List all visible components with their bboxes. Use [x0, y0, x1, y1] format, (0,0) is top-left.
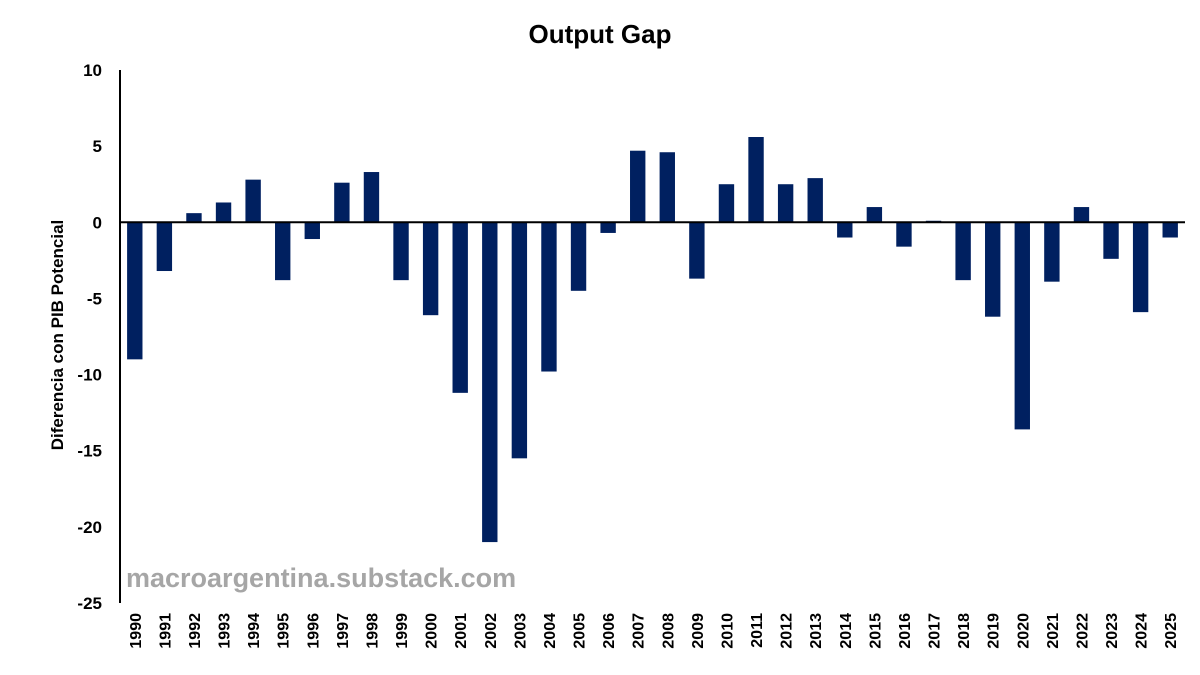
x-tick-label: 2022: [1074, 613, 1091, 649]
y-tick-label: 5: [93, 137, 102, 156]
bar-2006: [600, 222, 616, 233]
x-tick-label: 2005: [572, 613, 589, 649]
bar-2001: [452, 222, 468, 393]
x-tick-label: 2024: [1134, 613, 1151, 649]
x-tick-label: 2023: [1104, 613, 1121, 649]
x-tick-label: 1997: [335, 613, 352, 649]
bar-2022: [1073, 207, 1090, 223]
y-tick-label: -15: [77, 442, 102, 461]
bar-1999: [393, 222, 409, 281]
bar-2010: [718, 184, 735, 223]
x-tick-label: 2011: [749, 613, 766, 648]
bar-2005: [570, 222, 587, 291]
x-tick-label: 2001: [453, 613, 470, 649]
bar-2013: [807, 178, 823, 223]
y-axis-label: Diferencia con PIB Potencial: [48, 220, 67, 451]
bar-2016: [896, 222, 912, 247]
x-tick-label: 2014: [838, 613, 855, 649]
x-tick-label: 1994: [246, 613, 263, 649]
y-tick-label: -5: [87, 289, 102, 308]
bars-group: [127, 137, 1178, 543]
bar-2014: [837, 222, 853, 238]
bar-2004: [541, 222, 557, 372]
x-tick-label: 1998: [364, 613, 381, 649]
x-tick-label: 2006: [601, 613, 618, 649]
y-tick-label: 10: [83, 61, 102, 80]
bar-1991: [156, 222, 173, 272]
x-tick-label: 2018: [956, 613, 973, 649]
x-tick-label: 2000: [424, 613, 441, 649]
x-tick-label: 2016: [897, 613, 914, 649]
x-tick-label: 2025: [1163, 613, 1180, 649]
bar-1993: [215, 202, 232, 223]
bar-2008: [659, 152, 675, 223]
watermark: macroargentina.substack.com: [126, 563, 516, 593]
bar-2015: [866, 207, 883, 223]
bar-1990: [127, 222, 143, 360]
bar-1995: [275, 222, 291, 281]
bar-2003: [511, 222, 528, 459]
bar-1994: [245, 179, 261, 223]
x-tick-label: 2002: [483, 613, 500, 649]
x-tick-label: 2007: [631, 613, 648, 649]
x-tick-label: 1990: [128, 613, 145, 649]
x-tick-label: 2020: [1015, 613, 1032, 649]
bar-2009: [689, 222, 705, 279]
x-tick-label: 2015: [867, 613, 884, 649]
x-tick-labels: 1990 1991 1992 1993 1994 1995 1996 1997 1998 1999…: [128, 613, 1180, 649]
bar-2011: [748, 137, 764, 223]
bar-1997: [334, 182, 350, 223]
bar-2002: [482, 222, 498, 543]
bar-2020: [1014, 222, 1030, 430]
x-tick-label: 2021: [1045, 613, 1062, 649]
x-tick-label: 1999: [394, 613, 411, 649]
x-tick-label: 1995: [276, 613, 293, 649]
bar-1996: [304, 222, 320, 240]
bar-1992: [186, 213, 202, 223]
x-tick-label: 2017: [927, 613, 944, 649]
y-tick-label: -20: [77, 518, 102, 537]
x-tick-label: 1991: [157, 613, 174, 649]
x-tick-label: 2004: [542, 613, 559, 649]
x-tick-label: 2009: [690, 613, 707, 649]
y-tick-label: -10: [77, 366, 102, 385]
x-tick-label: 2003: [512, 613, 529, 649]
chart-title: Output Gap: [529, 19, 672, 49]
y-tick-labels: 10 5 0 -5 -10 -15 -20 -25: [77, 61, 102, 613]
bar-2021: [1044, 222, 1060, 282]
x-tick-label: 2008: [660, 613, 677, 649]
bar-2019: [985, 222, 1001, 317]
bar-2012: [777, 184, 794, 223]
x-tick-label: 2013: [808, 613, 825, 649]
x-tick-label: 1996: [305, 613, 322, 649]
bar-2007: [630, 150, 646, 223]
x-tick-label: 2012: [779, 613, 796, 649]
bar-2024: [1132, 222, 1149, 313]
x-tick-label: 1992: [187, 613, 204, 649]
x-tick-label: 2019: [986, 613, 1003, 649]
y-tick-label: -25: [77, 594, 102, 613]
y-tick-label: 0: [93, 213, 102, 232]
bar-2025: [1162, 222, 1178, 238]
bar-2018: [955, 222, 971, 281]
x-tick-label: 2010: [719, 613, 736, 649]
x-tick-label: 1993: [217, 613, 234, 649]
bar-2023: [1103, 222, 1119, 259]
bar-1998: [363, 172, 380, 223]
bar-2000: [422, 222, 439, 316]
